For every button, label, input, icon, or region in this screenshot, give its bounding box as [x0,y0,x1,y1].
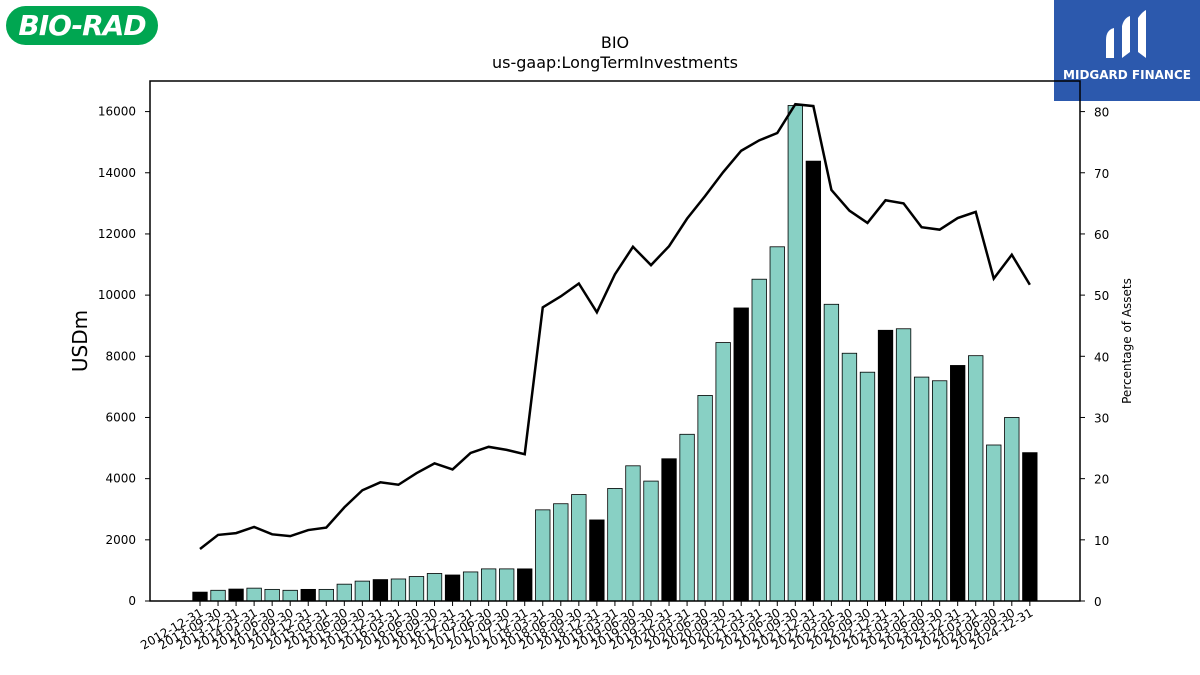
y2-tick-label: 50 [1094,289,1109,303]
y-axis-label: USDm [68,310,92,372]
bar [390,578,407,602]
bar [841,352,858,602]
bar [300,588,316,602]
bar [986,444,1002,602]
bar [625,465,641,602]
bar [192,591,208,602]
midgard-finance-logo: MIDGARD FINANCE [1054,0,1200,101]
bar [1022,452,1038,602]
bar [823,303,840,602]
bar [264,588,280,602]
bar [426,573,443,602]
bar [950,365,966,602]
bar [769,246,785,602]
bar [499,568,515,602]
bar [210,589,226,602]
bar [1004,417,1020,602]
y2-tick-label: 70 [1094,167,1109,181]
right-axis-ticks: 0 10 20 30 40 50 60 70 80 [1080,106,1109,609]
bar [571,494,587,602]
y-tick-label: 6000 [105,410,136,424]
bar [318,588,334,602]
y2-tick-label: 10 [1094,534,1109,548]
bar [535,509,551,602]
bar [372,579,389,602]
percentage-of-assets-line [199,102,1031,550]
y2-tick-label: 30 [1094,411,1109,425]
chart-title: BIO [601,33,629,52]
bar [877,329,894,602]
bar [733,307,749,602]
bar [787,105,803,602]
y-tick-label: 10000 [98,288,136,302]
bio-rad-logo: BIO-RAD [6,6,158,45]
bar [517,568,533,602]
y2-tick-label: 40 [1094,350,1109,364]
bar [480,568,497,602]
bar [282,589,298,602]
bar [661,458,677,602]
bar [607,488,623,602]
y-tick-label: 0 [128,594,136,608]
bar [913,376,930,602]
bar [444,574,461,602]
bar [354,580,371,602]
y-tick-label: 14000 [98,166,136,180]
bar [336,583,352,602]
y2-tick-label: 20 [1094,473,1109,487]
bar [589,519,605,602]
y2-tick-label: 0 [1094,595,1102,609]
bar [462,571,479,602]
bar [246,587,262,602]
chart-subtitle: us-gaap:LongTermInvestments [492,53,738,72]
y-tick-label: 2000 [105,533,136,547]
left-axis-ticks: 0 2000 4000 6000 8000 10000 12000 14000 16000 [98,105,150,608]
bar [895,328,912,602]
bar [859,371,876,602]
y-tick-label: 16000 [98,105,136,119]
x-axis-ticks: 2012-12-312013-09-302013-12-312014-03-31… [138,601,1035,652]
midgard-finance-emblem-icon [1106,10,1146,58]
bar [553,503,569,602]
bar-series [192,105,1038,602]
bar [968,355,984,602]
bar [697,395,713,602]
bar [679,433,695,602]
y-tick-label: 8000 [105,349,136,363]
bar [715,342,731,602]
y-tick-label: 12000 [98,227,136,241]
bar [751,278,767,602]
bio-rad-logo-text: BIO-RAD [18,9,146,42]
bar [408,576,425,602]
midgard-finance-logo-text: MIDGARD FINANCE [1063,68,1191,82]
y2-axis-label: Percentage of Assets [1120,278,1134,404]
y-tick-label: 4000 [105,472,136,486]
y2-tick-label: 80 [1094,106,1109,120]
bar [228,588,244,602]
y2-tick-label: 60 [1094,228,1109,242]
bar [931,380,948,602]
bar [643,480,659,602]
bar [805,160,822,602]
